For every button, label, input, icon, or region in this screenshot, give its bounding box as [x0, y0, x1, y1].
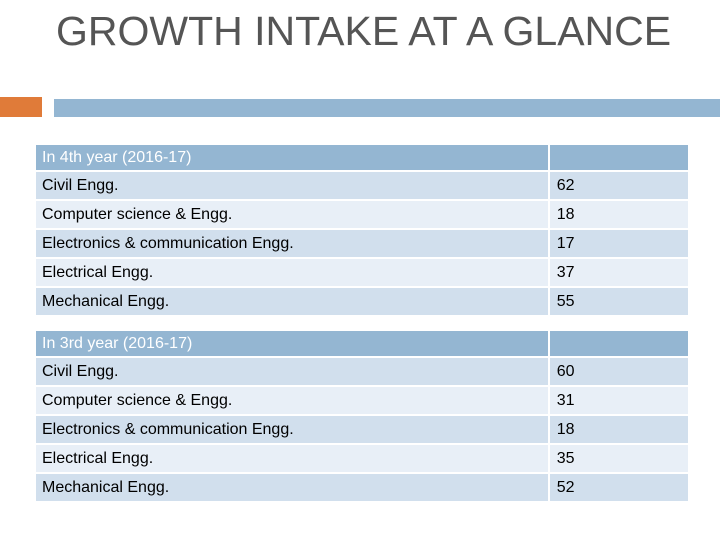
- table-row: Electronics & communication Engg. 17: [36, 230, 690, 259]
- intake-cell: 37: [549, 259, 690, 288]
- table-row: Electrical Engg. 37: [36, 259, 690, 288]
- branch-cell: Computer science & Engg.: [36, 201, 550, 230]
- intake-cell: 18: [549, 201, 690, 230]
- table-row: Electrical Engg. 35: [36, 445, 690, 474]
- table-heading: In 3rd year (2016-17): [36, 331, 550, 358]
- table-heading: In 4th year (2016-17): [36, 145, 550, 172]
- branch-cell: Electronics & communication Engg.: [36, 230, 550, 259]
- branch-cell: Civil Engg.: [36, 172, 550, 201]
- title-accent-gap: [42, 97, 54, 119]
- branch-cell: Mechanical Engg.: [36, 474, 550, 503]
- branch-cell: Electrical Engg.: [36, 445, 550, 474]
- branch-cell: Computer science & Engg.: [36, 387, 550, 416]
- branch-cell: Electrical Engg.: [36, 259, 550, 288]
- intake-cell: 35: [549, 445, 690, 474]
- table-row: Computer science & Engg. 18: [36, 201, 690, 230]
- intake-table-4th-year: In 4th year (2016-17) Civil Engg. 62 Com…: [36, 145, 690, 317]
- table-row: Computer science & Engg. 31: [36, 387, 690, 416]
- table-header-row: In 3rd year (2016-17): [36, 331, 690, 358]
- table-row: Mechanical Engg. 52: [36, 474, 690, 503]
- title-accent-bar-blue: [42, 99, 720, 117]
- intake-table-3rd-year: In 3rd year (2016-17) Civil Engg. 60 Com…: [36, 331, 690, 503]
- intake-cell: 62: [549, 172, 690, 201]
- title-accent-bar-orange: [0, 97, 42, 117]
- intake-cell: 52: [549, 474, 690, 503]
- table-row: Mechanical Engg. 55: [36, 288, 690, 317]
- intake-cell: 55: [549, 288, 690, 317]
- intake-cell: 60: [549, 358, 690, 387]
- table-heading-value-cell: [549, 145, 690, 172]
- table-row: Civil Engg. 62: [36, 172, 690, 201]
- intake-cell: 17: [549, 230, 690, 259]
- branch-cell: Civil Engg.: [36, 358, 550, 387]
- table-row: Electronics & communication Engg. 18: [36, 416, 690, 445]
- branch-cell: Electronics & communication Engg.: [36, 416, 550, 445]
- intake-cell: 31: [549, 387, 690, 416]
- table-header-row: In 4th year (2016-17): [36, 145, 690, 172]
- table-row: Civil Engg. 60: [36, 358, 690, 387]
- table-heading-value-cell: [549, 331, 690, 358]
- slide-title: GROWTH INTAKE AT A GLANCE: [56, 8, 672, 54]
- branch-cell: Mechanical Engg.: [36, 288, 550, 317]
- intake-cell: 18: [549, 416, 690, 445]
